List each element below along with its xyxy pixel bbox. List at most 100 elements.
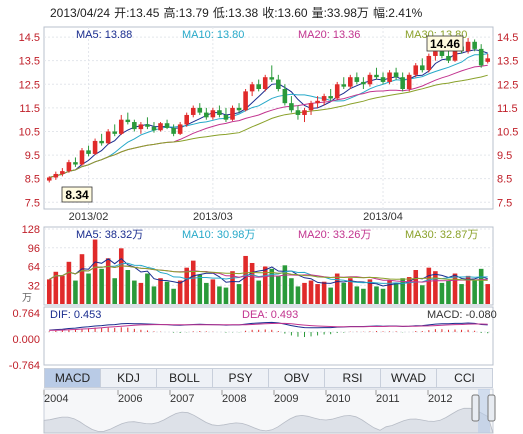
volume-bar bbox=[367, 279, 373, 304]
volume-bar bbox=[73, 280, 78, 304]
min-price-label: 8.34 bbox=[65, 188, 89, 202]
navigator-year: 2011 bbox=[376, 393, 400, 405]
volume-bar bbox=[321, 281, 327, 304]
volume-bar bbox=[92, 239, 98, 304]
volume-unit-label: 万 bbox=[22, 293, 32, 304]
volume-bar bbox=[348, 278, 353, 304]
volume-legend: MA5: 38.32万 MA10: 30.98万 MA20: 33.26万 MA30:… bbox=[76, 229, 478, 241]
volume-legend-entry: MA5: 38.32万 bbox=[76, 229, 143, 241]
macd-dea-line bbox=[49, 322, 488, 331]
candle-body bbox=[158, 123, 163, 131]
candle-body bbox=[230, 107, 235, 120]
volume-y-tick: 128 bbox=[22, 224, 40, 236]
candle-body bbox=[478, 48, 484, 66]
candle-body bbox=[485, 58, 491, 62]
candle-body bbox=[308, 103, 314, 111]
tab-obv[interactable]: OBV bbox=[269, 369, 325, 387]
volume-bar bbox=[138, 282, 144, 304]
volume-bar bbox=[302, 282, 307, 304]
candle-body bbox=[367, 74, 373, 85]
price-x-tick: 2013/03 bbox=[193, 211, 233, 223]
tab-wvad[interactable]: WVAD bbox=[381, 369, 437, 387]
candle-body bbox=[387, 72, 392, 82]
volume-bar bbox=[433, 271, 438, 304]
tab-macd[interactable]: MACD bbox=[45, 369, 101, 387]
tab-kdj[interactable]: KDJ bbox=[101, 369, 157, 387]
volume-bar bbox=[426, 267, 432, 304]
price-y-ticks: 7.5 7.5 8.5 8.5 9.5 9.5 10.5 10.5 11.5 11.5 12.5 12… bbox=[19, 32, 519, 209]
candle-body bbox=[73, 162, 78, 165]
volume-bar bbox=[393, 284, 399, 304]
volume-bar bbox=[66, 261, 72, 304]
volume-bar bbox=[400, 278, 405, 304]
price-panel bbox=[43, 26, 494, 210]
price-y-tick-left: 9.5 bbox=[25, 150, 40, 162]
volume-bar bbox=[217, 286, 222, 304]
volume-bar bbox=[158, 278, 163, 304]
navigator-right-handle[interactable] bbox=[487, 394, 496, 422]
candle-body bbox=[210, 110, 216, 118]
volume-y-tick: 32 bbox=[28, 280, 40, 292]
price-y-tick-left: 8.5 bbox=[25, 174, 40, 186]
volume-bar bbox=[118, 248, 124, 304]
price-y-tick-left: 12.5 bbox=[19, 79, 40, 91]
volume-bar bbox=[46, 279, 52, 304]
navigator-left-handle[interactable] bbox=[471, 394, 480, 422]
candle-body bbox=[472, 41, 477, 49]
candle-body bbox=[217, 110, 222, 115]
tab-rsi[interactable]: RSI bbox=[325, 369, 381, 387]
volume-bar bbox=[406, 277, 412, 304]
volume-bar bbox=[413, 270, 419, 304]
macd-y-tick: 0.000 bbox=[12, 334, 40, 346]
candle-body bbox=[393, 72, 399, 78]
tab-psy[interactable]: PSY bbox=[213, 369, 269, 387]
volume-bar bbox=[452, 273, 458, 304]
volume-bar bbox=[439, 282, 445, 304]
volume-bar bbox=[374, 286, 379, 304]
volume-bar bbox=[171, 288, 176, 304]
navigator-year: 2009 bbox=[274, 393, 298, 405]
candle-body bbox=[452, 46, 458, 61]
volume-bar bbox=[478, 268, 484, 304]
max-price-label: 14.46 bbox=[430, 37, 460, 51]
volume-bar bbox=[282, 265, 288, 304]
volume-bar bbox=[197, 274, 203, 304]
volume-bar bbox=[269, 268, 275, 304]
volume-bar bbox=[419, 285, 425, 304]
navigator-selection[interactable] bbox=[478, 389, 490, 433]
candle-body bbox=[79, 150, 85, 165]
navigator-area bbox=[43, 407, 494, 434]
candle-body bbox=[184, 114, 189, 125]
candle-body bbox=[282, 89, 288, 104]
candle-body bbox=[190, 107, 196, 115]
candle-body bbox=[419, 65, 425, 71]
candle-body bbox=[151, 126, 157, 131]
candle-body bbox=[125, 119, 131, 123]
price-y-tick-left: 7.5 bbox=[25, 197, 40, 209]
volume-bar bbox=[190, 260, 196, 304]
volume-bars bbox=[46, 239, 491, 304]
navigator-year: 2004 bbox=[44, 393, 68, 405]
price-y-tick-left: 10.5 bbox=[19, 126, 40, 138]
price-y-tick-left: 13.5 bbox=[19, 56, 40, 68]
volume-bar bbox=[485, 284, 491, 304]
volume-bar bbox=[53, 271, 59, 304]
volume-bar bbox=[262, 266, 268, 304]
tab-cci[interactable]: CCI bbox=[454, 371, 475, 385]
price-x-tick: 2013/02 bbox=[69, 211, 109, 223]
price-moving-averages bbox=[49, 49, 488, 178]
macd-legend-entry: MACD: -0.080 bbox=[427, 309, 497, 321]
volume-y-tick: 96 bbox=[28, 243, 40, 255]
candle-body bbox=[132, 122, 137, 130]
candle-body bbox=[204, 112, 209, 118]
candle-body bbox=[171, 127, 176, 134]
candle-body bbox=[321, 96, 327, 101]
price-y-tick-right: 9.5 bbox=[497, 150, 512, 162]
macd-legend-entry: DEA: 0.493 bbox=[242, 309, 298, 321]
tab-boll[interactable]: BOLL bbox=[157, 369, 213, 387]
candle-body bbox=[86, 150, 91, 154]
candle-body bbox=[354, 77, 360, 82]
volume-ma-line bbox=[49, 265, 488, 281]
volume-legend-entry: MA10: 30.98万 bbox=[182, 229, 255, 241]
price-y-tick-right: 8.5 bbox=[497, 174, 512, 186]
